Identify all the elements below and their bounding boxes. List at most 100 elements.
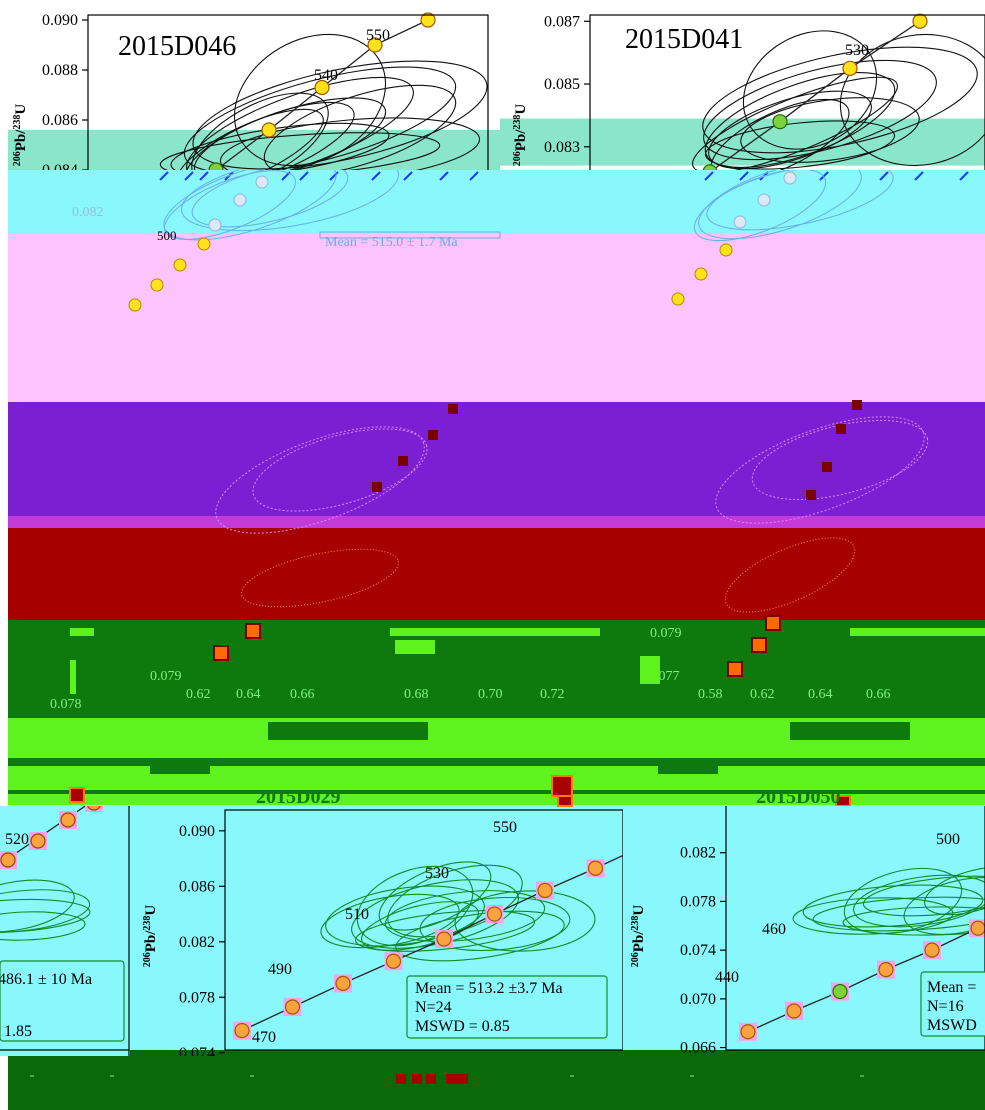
concordia-age-point (0, 852, 16, 868)
error-ellipse (842, 906, 985, 936)
error-ellipse (0, 879, 75, 933)
concordia-age-point (924, 942, 940, 958)
y-tick-label: 0.090 (179, 823, 215, 840)
magenta-stripe (8, 516, 985, 528)
age-label: 550 (366, 27, 390, 44)
purple-band (8, 402, 985, 520)
concordia-age-point (587, 860, 604, 876)
error-ellipse (191, 92, 329, 170)
y-tick-label: 0.087 (544, 13, 580, 30)
mean-highlight-band (500, 118, 985, 166)
error-ellipse (192, 60, 488, 170)
y-tick-label: 0.086 (179, 878, 215, 895)
error-ellipse (710, 98, 850, 170)
y-axis-label: 206Pb/238U (512, 104, 530, 167)
mean-label: Mean = (927, 979, 976, 996)
error-ellipse (792, 897, 954, 935)
error-ellipses (0, 879, 91, 941)
error-ellipse (419, 896, 571, 952)
plot-frame (87, 14, 489, 170)
error-ellipse (924, 866, 985, 916)
error-ellipse (704, 120, 896, 170)
error-ellipses (691, 30, 985, 170)
stats-box (920, 971, 985, 1037)
y-tick-label: 0.078 (680, 893, 716, 910)
plot-frame (589, 14, 985, 170)
concordia-age-point (878, 962, 894, 978)
n-label: N=16 (927, 998, 964, 1015)
error-ellipse (708, 90, 872, 170)
y-tick-label: 0.088 (42, 62, 78, 79)
age-label: 530 (425, 865, 449, 882)
error-ellipse (219, 117, 481, 170)
error-ellipse (320, 893, 460, 949)
cyan-band-top (8, 170, 985, 236)
error-ellipse (0, 898, 91, 934)
y-tick-label: 0.085 (544, 76, 580, 93)
error-ellipse (361, 901, 479, 951)
concordia-age-point (786, 1003, 802, 1019)
concordia-age-point (740, 1024, 756, 1040)
concordia-age-point (284, 999, 301, 1015)
chart-2015d041: 530 0.083 0.085 0.087 2015D041 206Pb/238U (500, 13, 985, 170)
error-ellipse (903, 877, 985, 935)
chart-panel-bottom-right: 440 460 500 0.066 0.070 0.074 0.078 0.082 206Pb/… (623, 806, 985, 1056)
error-ellipse (691, 76, 899, 170)
error-ellipse (183, 66, 457, 170)
error-ellipse (176, 108, 324, 170)
concordia-age-point (702, 164, 718, 170)
y-tick-label: 0.074 (680, 942, 716, 959)
age-label: 550 (493, 819, 517, 836)
age-label: 460 (762, 921, 786, 938)
age-label: 440 (715, 969, 739, 986)
age-label: 540 (314, 67, 338, 84)
error-ellipse (170, 122, 390, 170)
concordia-age-point (832, 983, 848, 1000)
bottom-green-band (8, 1050, 985, 1110)
mswd-label: MSWD = 0.85 (415, 1018, 510, 1035)
error-ellipse (812, 896, 985, 932)
y-tick-label: 0.082 (680, 845, 716, 862)
mean-label: Mean = 513.2 ±3.7 Ma (415, 980, 563, 997)
lime-band (8, 718, 985, 806)
n-label: N=24 (415, 999, 452, 1016)
y-tick-label: 0.082 (179, 934, 215, 951)
concordia-age-point (335, 975, 351, 992)
concordia-age-point (314, 79, 330, 96)
chart-panel-2015d041: 530 0.083 0.085 0.087 2015D041 206Pb/238U (500, 0, 985, 170)
mean-highlight-band (8, 130, 500, 170)
concordia-age-point (486, 906, 503, 922)
age-label: 530 (845, 42, 869, 59)
concordia-age-point (367, 37, 383, 53)
chart-title: 2015D041 (625, 24, 743, 55)
y-tick-label: 0.086 (42, 112, 78, 129)
plot-frame (224, 809, 623, 1051)
y-tick-label: 0.070 (680, 991, 716, 1008)
concordia-age-point (912, 13, 928, 29)
stats-box (406, 975, 608, 1039)
y-tick-label: 0.084 (42, 162, 78, 170)
error-ellipse (839, 33, 985, 167)
y-tick-label: 0.074 (179, 1045, 215, 1056)
y-tick-label: 0.090 (42, 12, 78, 29)
concordia-age-point (436, 931, 452, 947)
stats-box (0, 960, 125, 1042)
age-label: 490 (268, 961, 292, 978)
error-ellipse (740, 97, 920, 163)
y-tick-label: 0.066 (680, 1040, 716, 1056)
error-ellipse (263, 84, 457, 170)
error-ellipse (702, 46, 978, 154)
concordia-age-point (537, 882, 553, 899)
darkred-band (8, 528, 985, 622)
age-label: 470 (252, 1029, 276, 1046)
error-ellipse (325, 885, 485, 947)
error-ellipses (320, 861, 596, 962)
concordia-age-point (842, 60, 858, 76)
error-ellipse (0, 911, 86, 941)
error-ellipses (792, 866, 985, 936)
chart-bottom-left: 520 486.1 ± 10 Ma 1.85 (0, 806, 130, 1056)
chart-bottom-right: 440 460 500 0.066 0.070 0.074 0.078 0.082 206Pb/… (630, 806, 985, 1056)
error-ellipse (862, 875, 985, 917)
concordia-age-point (208, 162, 224, 170)
